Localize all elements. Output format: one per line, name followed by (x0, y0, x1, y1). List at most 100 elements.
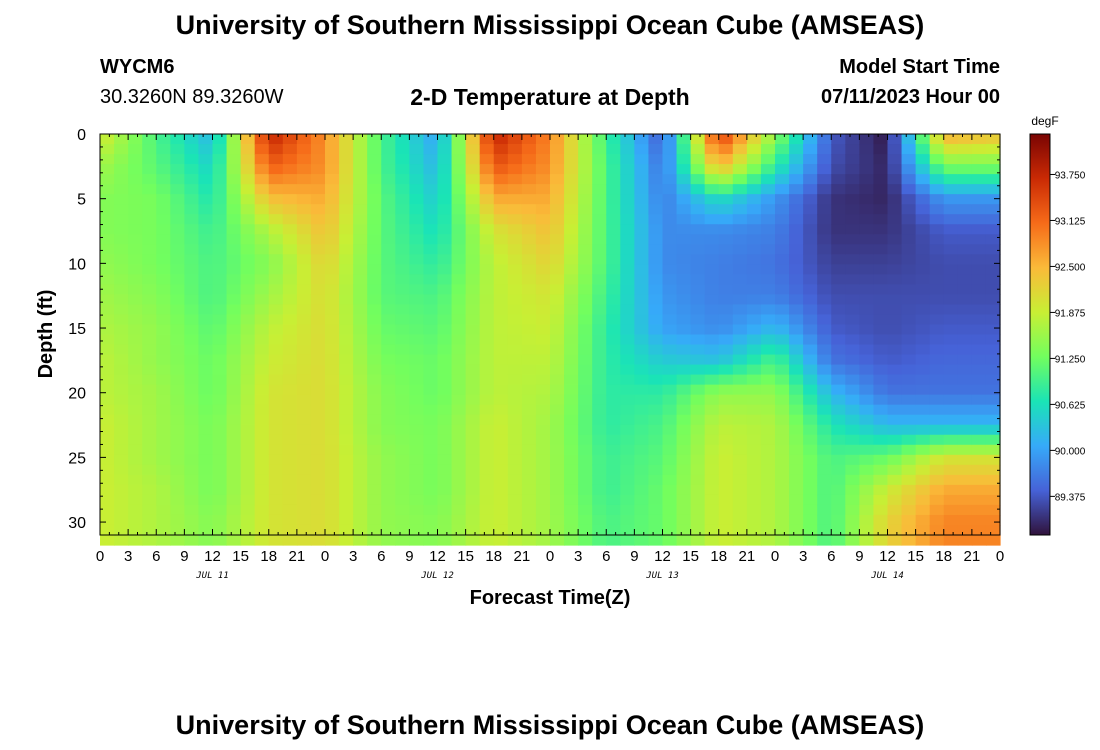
heatmap-cell (550, 214, 565, 225)
heatmap-cell (648, 244, 664, 255)
heatmap-cell (620, 234, 635, 245)
heatmap-cell (775, 464, 790, 476)
heatmap-cell (282, 364, 298, 376)
heatmap-cell (634, 214, 650, 225)
heatmap-cell (142, 354, 157, 366)
heatmap-cell (282, 374, 298, 386)
heatmap-cell (859, 274, 875, 285)
heatmap-cell (381, 184, 396, 195)
heatmap-cell (423, 314, 439, 326)
heatmap-cell (620, 454, 635, 466)
heatmap-cell (226, 244, 242, 255)
heatmap-cell (367, 514, 382, 526)
heatmap-cell (212, 214, 228, 225)
heatmap-cell (282, 144, 298, 155)
heatmap-cell (620, 354, 635, 366)
heatmap-cell (465, 354, 481, 366)
heatmap-cell (493, 214, 509, 225)
heatmap-cell (929, 314, 945, 326)
x-day-label: JUL 13 (645, 571, 679, 581)
heatmap-cell (198, 394, 214, 406)
heatmap-cell (521, 284, 537, 296)
heatmap-cell (578, 514, 593, 526)
heatmap-cell (325, 204, 340, 215)
heatmap-cell (240, 274, 256, 285)
heatmap-cell (859, 384, 875, 396)
heatmap-cell (873, 454, 889, 466)
heatmap-cell (704, 224, 720, 235)
heatmap-cell (268, 504, 284, 516)
heatmap-cell (775, 494, 790, 506)
heatmap-cell (465, 294, 481, 306)
heatmap-cell (381, 364, 396, 376)
heatmap-cell (775, 344, 790, 356)
heatmap-cell (957, 184, 973, 195)
heatmap-cell (353, 464, 368, 476)
heatmap-cell (704, 384, 720, 396)
heatmap-cell (859, 134, 875, 145)
heatmap-cell (732, 184, 748, 195)
heatmap-cell (325, 434, 340, 446)
heatmap-cell (690, 334, 706, 346)
heatmap-cell (282, 274, 298, 285)
heatmap-cell (198, 214, 214, 225)
heatmap-cell (887, 134, 903, 145)
heatmap-cell (507, 404, 523, 416)
heatmap-cell (578, 274, 593, 285)
heatmap-cell (620, 154, 635, 165)
heatmap-cell (325, 194, 340, 205)
heatmap-cell (451, 324, 467, 336)
x-tick-label: 21 (514, 548, 531, 565)
heatmap-cell (606, 214, 621, 225)
heatmap-cell (901, 284, 917, 296)
heatmap-cell (521, 214, 537, 225)
heatmap-cell (564, 294, 579, 306)
heatmap-cell (296, 514, 312, 526)
heatmap-cell (704, 174, 720, 185)
heatmap-cell (353, 224, 368, 235)
heatmap-cell (901, 214, 917, 225)
heatmap-cell (184, 344, 200, 356)
heatmap-cell (198, 514, 214, 526)
heatmap-cell (465, 314, 481, 326)
heatmap-cell (873, 234, 889, 245)
heatmap-cell (282, 344, 298, 356)
heatmap-cell (465, 134, 481, 145)
heatmap-cell (114, 494, 129, 506)
heatmap-cell (451, 224, 467, 235)
heatmap-cell (100, 144, 115, 155)
heatmap-cell (437, 234, 453, 245)
heatmap-cell (971, 334, 987, 346)
heatmap-cell (676, 364, 692, 376)
heatmap-cell (170, 254, 185, 265)
heatmap-cell (100, 444, 115, 456)
heatmap-cell (395, 144, 410, 155)
heatmap-cell (282, 464, 298, 476)
heatmap-cell (240, 224, 256, 235)
heatmap-cell (775, 424, 790, 436)
heatmap-cell (325, 494, 340, 506)
heatmap-cell (620, 274, 635, 285)
heatmap-cell (634, 184, 650, 195)
heatmap-cell (564, 374, 579, 386)
heatmap-cell (578, 284, 593, 296)
heatmap-cell (423, 224, 439, 235)
heatmap-cell (817, 404, 832, 416)
heatmap-cell (732, 324, 748, 336)
heatmap-cell (929, 394, 945, 406)
heatmap-cell (212, 324, 228, 336)
heatmap-cell (943, 414, 959, 426)
heatmap-cell (648, 204, 664, 215)
heatmap-cell (128, 154, 143, 165)
heatmap-cell (268, 374, 284, 386)
heatmap-cell (971, 174, 987, 185)
heatmap-cell (310, 484, 326, 496)
heatmap-cell (381, 474, 396, 486)
heatmap-cell (451, 164, 467, 175)
heatmap-cell (550, 464, 565, 476)
heatmap-cell (648, 214, 664, 225)
heatmap-cell (240, 384, 256, 396)
heatmap-cell (564, 244, 579, 255)
heatmap-cell (479, 314, 495, 326)
heatmap-cell (943, 244, 959, 255)
